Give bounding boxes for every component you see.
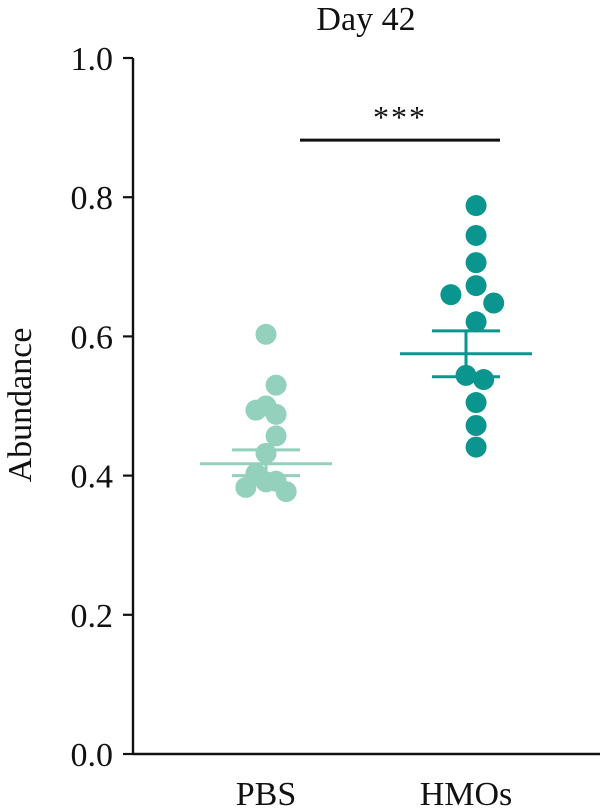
x-category-label: HMOs xyxy=(420,776,513,812)
x-category-label: PBS xyxy=(236,776,297,812)
pbs-data-point xyxy=(275,481,297,503)
y-tick-label: 0.8 xyxy=(71,180,114,217)
y-ticks: 0.0 0.2 0.4 0.6 0.8 1.0 xyxy=(71,41,133,774)
y-tick-label: 0.2 xyxy=(71,598,114,635)
hmos-data-point xyxy=(465,252,487,274)
summary-lines xyxy=(200,329,532,478)
pbs-data-point xyxy=(265,403,287,425)
chart-title: Day 42 xyxy=(316,1,415,38)
y-tick-label: 0.4 xyxy=(71,459,114,496)
hmos-data-point xyxy=(473,369,495,391)
y-axis-label: Abundance xyxy=(2,328,39,483)
pbs-data-point xyxy=(235,476,257,498)
hmos-data-point xyxy=(440,284,462,306)
y-tick-label: 0.6 xyxy=(71,319,114,356)
hmos-data-point xyxy=(465,195,487,217)
hmos-data-point xyxy=(465,275,487,297)
hmos-data-point xyxy=(465,414,487,436)
hmos-data-point xyxy=(483,292,505,314)
x-category-labels: PBS HMOs xyxy=(236,776,513,812)
pbs-data-point xyxy=(265,425,287,447)
significance-annotation: *** xyxy=(300,99,500,142)
hmos-data-point xyxy=(465,392,487,414)
hmos-data-point xyxy=(465,436,487,458)
y-tick-label: 0.0 xyxy=(71,737,114,774)
significance-label: *** xyxy=(373,99,427,135)
pbs-data-point xyxy=(265,374,287,396)
hmos-data-point xyxy=(465,224,487,246)
pbs-data-point xyxy=(255,323,277,345)
y-tick-label: 1.0 xyxy=(71,41,114,78)
hmos-data-point xyxy=(465,311,487,333)
data-points xyxy=(235,195,505,503)
